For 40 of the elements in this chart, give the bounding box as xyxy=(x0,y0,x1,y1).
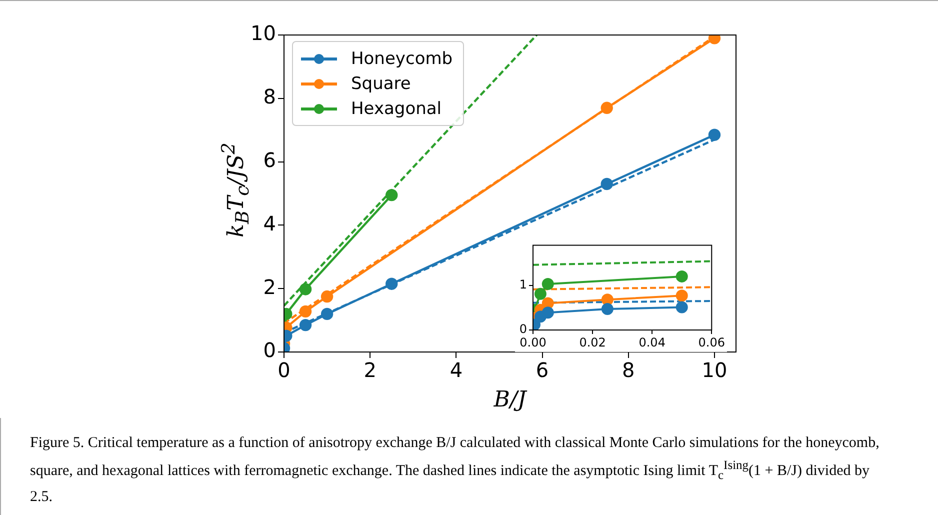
x-tick-label: 0.00 xyxy=(520,335,546,350)
point xyxy=(708,128,721,141)
point xyxy=(676,301,688,314)
y-tick-label: 8 xyxy=(263,84,276,109)
x-tick-label: 0.02 xyxy=(579,335,606,350)
point xyxy=(601,294,614,306)
y-tick-label: 4 xyxy=(263,211,276,236)
point xyxy=(320,308,334,320)
x-tick-label: 4 xyxy=(450,358,463,382)
point xyxy=(386,278,398,290)
point xyxy=(542,278,554,290)
point xyxy=(542,297,554,310)
point xyxy=(299,305,312,318)
point xyxy=(601,303,614,316)
x-axis-title: B/J xyxy=(494,388,526,412)
legend-label: Honeycomb xyxy=(351,48,453,68)
point xyxy=(299,318,312,332)
x-tick-label: 2 xyxy=(364,358,376,382)
y-tick-label: 2 xyxy=(263,274,276,299)
point xyxy=(600,102,613,114)
point xyxy=(676,270,688,282)
x-tick-label: 0.04 xyxy=(638,335,666,350)
point xyxy=(676,290,688,302)
point xyxy=(299,283,312,296)
point xyxy=(542,306,554,319)
x-tick-label: 6 xyxy=(536,358,549,382)
y-tick-label: 10 xyxy=(250,21,276,46)
y-tick-label: 6 xyxy=(263,148,276,172)
point xyxy=(320,290,334,303)
point xyxy=(708,35,721,44)
text: Figure 5. Critical temperature as a function of anisotropy exchange B/J calculated with classical Monte Carlo simulations for the honeycomb, square, and hexagonal lattices with ferromagnetic exchange. The dashed lines indicate the asymptotic Ising limit T$_{c}$$^{Ising}$(1 + B/J) divided by 2.5. xyxy=(30,435,880,505)
legend-label: Hexagonal xyxy=(351,98,442,118)
point xyxy=(386,188,398,202)
point xyxy=(600,178,613,190)
x-tick-label: 0.06 xyxy=(698,335,725,350)
x-tick-label: 10 xyxy=(702,358,728,382)
y-tick-label: 1 xyxy=(519,277,527,292)
x-tick-label: 8 xyxy=(622,358,635,382)
legend-label: Square xyxy=(351,74,411,94)
point xyxy=(534,288,546,300)
